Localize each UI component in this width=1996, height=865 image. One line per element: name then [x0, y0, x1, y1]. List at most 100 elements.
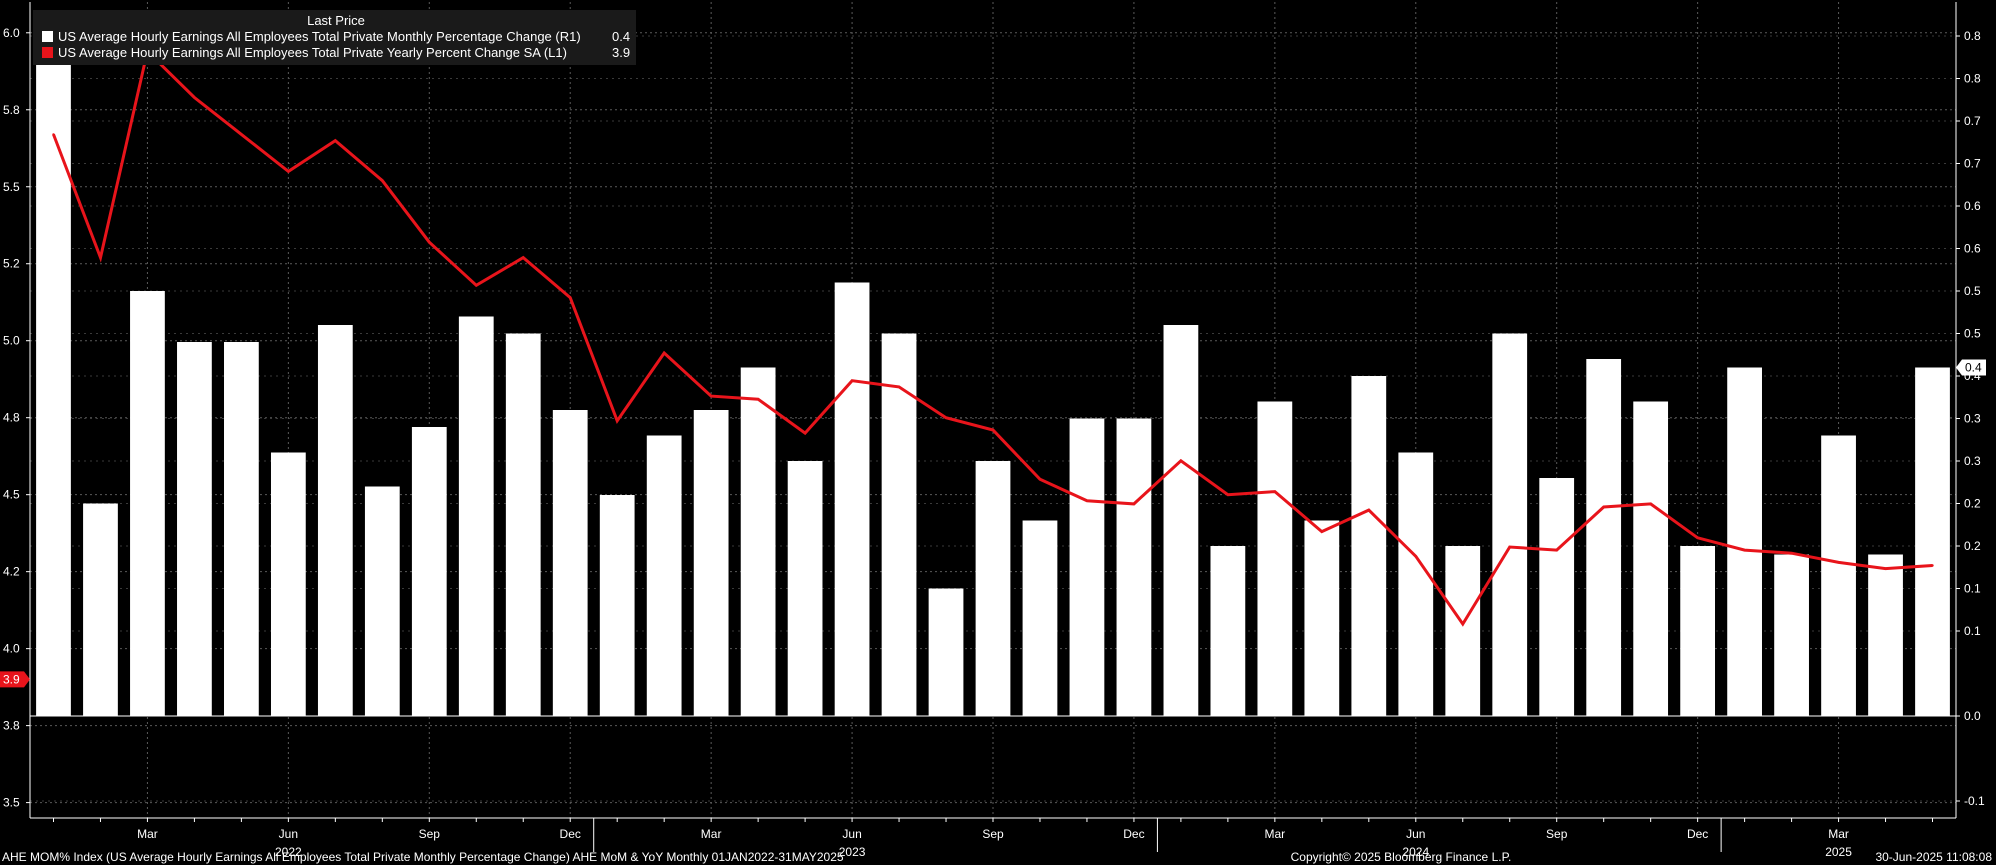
line-point — [1320, 530, 1324, 533]
left-tick-label: 3.8 — [3, 719, 20, 733]
x-tick-label: Mar — [701, 827, 722, 841]
last-value-tags: 3.9 0.4 — [0, 359, 1986, 688]
line-point — [1696, 536, 1699, 539]
left-tick-label: 5.5 — [3, 180, 20, 194]
bar — [1163, 325, 1199, 716]
right-tick-label: 0.1 — [1964, 624, 1981, 638]
line-point — [99, 256, 102, 259]
legend-label-monthly: US Average Hourly Earnings All Employees… — [58, 29, 581, 44]
year-labels: 2022 2023 2024 2025 — [275, 845, 1852, 859]
right-tick-label: 0.5 — [1964, 327, 1981, 341]
line-point — [1179, 459, 1183, 463]
line-points — [52, 50, 1934, 626]
bar — [928, 588, 964, 716]
legend-value-yearly: 3.9 — [612, 45, 630, 60]
left-tick-label: 4.0 — [3, 642, 20, 656]
bar — [1774, 554, 1809, 716]
bar — [1445, 546, 1481, 716]
line-point — [1602, 505, 1605, 509]
bar — [1492, 333, 1528, 716]
footer-source: AHE MOM% Index (US Average Hourly Earnin… — [2, 850, 844, 864]
line-point — [1038, 478, 1042, 481]
right-tick-label: 0.1 — [1964, 582, 1981, 596]
year-label: 2022 — [275, 845, 302, 859]
right-tick-label: 0.2 — [1964, 539, 1981, 553]
legend-value-monthly: 0.4 — [612, 29, 630, 44]
bar — [693, 410, 729, 716]
legend-swatch-yearly — [42, 47, 53, 58]
left-tick-label: 5.2 — [3, 257, 20, 271]
line-point — [756, 398, 760, 401]
line-point — [1837, 561, 1840, 564]
bar — [1539, 478, 1575, 716]
bar — [787, 461, 823, 716]
x-axis-ticks: Mar Jun Sep Dec Mar Jun Sep Dec Mar Jun Sep Dec Mar — [137, 827, 1849, 841]
bar — [224, 342, 259, 716]
left-tick-label: 4.2 — [3, 565, 20, 579]
x-tick-label: Mar — [1265, 827, 1286, 841]
right-tick-label: 0.7 — [1964, 157, 1981, 171]
line-point — [662, 351, 666, 355]
line-point — [803, 431, 807, 435]
bar — [1351, 376, 1387, 716]
right-tick-label: 0.8 — [1964, 29, 1981, 43]
bar — [177, 342, 212, 716]
line-point — [1649, 502, 1652, 506]
line-point — [1273, 490, 1277, 493]
line-point — [1884, 567, 1887, 570]
left-tick-label: 4.8 — [3, 411, 20, 425]
legend-box — [33, 10, 636, 65]
year-label: 2025 — [1825, 845, 1852, 859]
axes — [29, 2, 1957, 852]
right-tick-label: 0.6 — [1964, 242, 1981, 256]
line-point — [1461, 622, 1464, 626]
x-tick-label: Sep — [1546, 827, 1568, 841]
line-point — [1414, 555, 1417, 558]
line-point — [944, 416, 948, 419]
bar — [834, 282, 870, 716]
bar — [599, 495, 635, 716]
bar — [1633, 401, 1669, 716]
bar — [1210, 546, 1246, 716]
bar — [83, 503, 118, 716]
bar — [1915, 367, 1950, 716]
bar — [881, 333, 917, 716]
line-point — [1132, 502, 1136, 506]
left-last-value-label: 3.9 — [3, 672, 20, 686]
bar — [646, 435, 682, 716]
bar — [1680, 546, 1716, 716]
right-tick-label: 0.6 — [1964, 199, 1981, 213]
year-label: 2023 — [839, 845, 866, 859]
line-point — [1743, 548, 1746, 552]
line-point — [1367, 508, 1371, 512]
right-tick-label: 0.8 — [1964, 72, 1981, 86]
bar — [1257, 401, 1293, 716]
right-tick-label: 0.5 — [1964, 284, 1981, 298]
line-point — [475, 284, 478, 287]
left-tick-label: 5.0 — [3, 334, 20, 348]
line-point — [193, 96, 196, 99]
bar — [975, 461, 1011, 716]
bar-series — [36, 44, 1950, 716]
line-point — [991, 428, 995, 432]
line-point — [1226, 493, 1230, 496]
bar — [740, 367, 776, 716]
x-tick-label: Jun — [279, 827, 298, 841]
left-tick-label: 3.5 — [3, 796, 20, 810]
footer-copyright: Copyright© 2025 Bloomberg Finance L.P. — [1291, 850, 1512, 864]
x-tick-label: Mar — [1828, 827, 1849, 841]
line-point — [240, 133, 243, 136]
legend-title: Last Price — [307, 13, 365, 28]
bar — [411, 427, 447, 716]
x-tick-label: Jun — [842, 827, 861, 841]
right-last-value-tag — [1956, 359, 1986, 376]
footer-timestamp: 30-Jun-2025 11:08:08 — [1875, 850, 1992, 864]
line-point — [52, 133, 55, 136]
right-last-value-label: 0.4 — [1965, 361, 1982, 375]
line-point — [334, 139, 337, 142]
line-point — [522, 256, 525, 259]
line-point — [381, 179, 384, 182]
right-tick-label: 0.7 — [1964, 114, 1981, 128]
line-point — [569, 296, 572, 299]
